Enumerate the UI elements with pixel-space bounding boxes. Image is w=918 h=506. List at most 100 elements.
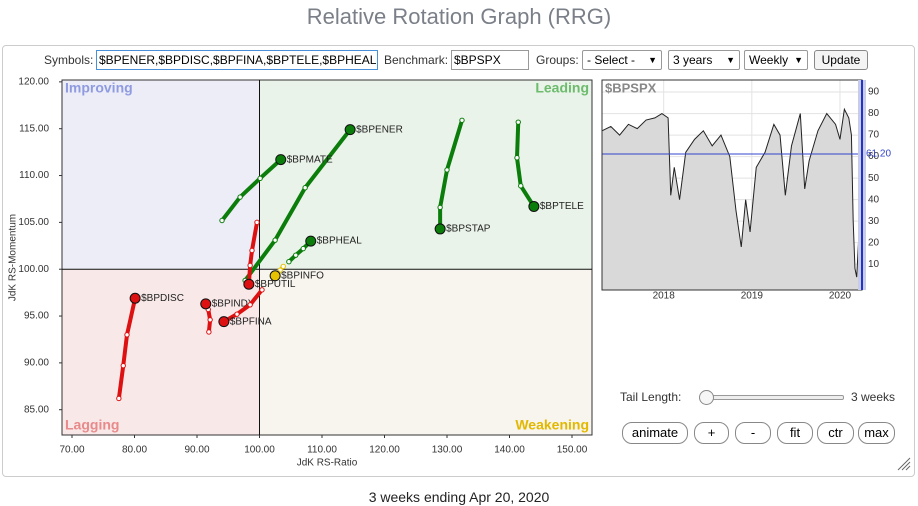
x-tick-label: 90.00: [184, 445, 209, 456]
x-tick-label: 130.00: [432, 445, 463, 456]
tail: [514, 120, 536, 209]
tail-point: [459, 117, 465, 123]
x-tick-label: 2018: [653, 291, 676, 302]
x-tick-label: 150.00: [557, 445, 588, 456]
series-label: $BPENER: [356, 124, 403, 135]
current-label: 61.20: [866, 149, 891, 160]
series-label: $BPTELE: [540, 201, 584, 212]
center-button[interactable]: ctr: [817, 422, 854, 444]
x-tick-label: 80.00: [122, 445, 147, 456]
panel: [2, 45, 915, 477]
tail-point: [207, 317, 213, 323]
x-tick-label: 70.00: [59, 445, 84, 456]
tail-point: [514, 155, 520, 161]
zoom-out-button[interactable]: -: [735, 422, 771, 444]
tail-label: Tail Length:: [620, 390, 682, 404]
quadrant-label: Weakening: [515, 417, 589, 433]
head-marker: [344, 124, 356, 136]
head-marker: [218, 316, 230, 328]
groups-select[interactable]: - Select -: [582, 50, 662, 70]
head-marker: [200, 298, 212, 310]
series-label: $BPSTAP: [446, 224, 491, 235]
head-marker: [434, 223, 446, 235]
groups-label: Groups:: [536, 53, 579, 67]
quadrant-label: Lagging: [65, 417, 119, 433]
tail-point: [259, 287, 265, 293]
head-marker: [528, 200, 540, 212]
quadrant-label: Leading: [535, 80, 589, 96]
tail-point: [515, 119, 521, 125]
tail: [220, 157, 283, 223]
tail-point: [293, 252, 299, 258]
update-button[interactable]: Update: [814, 50, 868, 70]
y-tick-label: 60: [868, 151, 880, 162]
tail-point: [518, 183, 524, 189]
y-tick-label: 70: [868, 130, 880, 141]
x-tick-label: 110.00: [307, 445, 337, 456]
y-tick-label: 100.00: [18, 264, 49, 275]
y-tick-label: 95.00: [24, 311, 49, 322]
tail-point: [120, 362, 126, 369]
chart-title: $BPSPX: [605, 80, 657, 95]
tail: [246, 220, 259, 287]
y-tick-label: 105.00: [18, 217, 49, 228]
resize-grip[interactable]: [897, 457, 911, 471]
symbols-input[interactable]: $BPENER,$BPDISC,$BPFINA,$BPTELE,$BPHEAL: [96, 50, 378, 70]
series-label: $BPDISC: [141, 293, 184, 304]
y-tick-label: 20: [868, 237, 880, 248]
tail: [243, 127, 353, 283]
tail-point: [437, 204, 443, 211]
series-label: $BPUTIL: [255, 279, 296, 290]
tail-point: [124, 332, 130, 338]
y-tick-label: 85.00: [24, 404, 49, 415]
head-marker: [129, 292, 141, 304]
series-label: $BPHEAL: [317, 236, 362, 247]
series-label: $BPINFO: [281, 270, 324, 281]
benchmark-input[interactable]: $BPSPX: [451, 50, 529, 70]
tail-point: [206, 329, 212, 335]
tail-point: [280, 263, 286, 270]
tail-point: [219, 217, 225, 224]
plot-frame: [61, 79, 593, 436]
benchmark-label: Benchmark:: [384, 53, 449, 67]
y-tick-label: 10: [868, 259, 880, 270]
x-tick-label: 2020: [829, 291, 852, 302]
tail-point: [254, 219, 260, 226]
head-marker: [275, 154, 287, 166]
zoom-in-button[interactable]: +: [694, 422, 729, 444]
tail-slider-knob[interactable]: [699, 390, 714, 405]
series-label: $BPFINA: [230, 316, 272, 327]
tail-point: [444, 167, 450, 173]
y-tick-label: 115.00: [19, 123, 49, 134]
quadrant: [62, 269, 260, 435]
animate-button[interactable]: animate: [622, 422, 688, 444]
y-axis-label: JdK RS-Momentum: [8, 214, 19, 301]
series-label: $BPINDY: [212, 299, 255, 310]
series-label: $BPMATE: [287, 154, 333, 165]
line: [601, 107, 861, 278]
tail: [116, 296, 138, 401]
head-marker: [305, 235, 317, 247]
max-button[interactable]: max: [858, 422, 895, 444]
tail-value: 3 weeks: [851, 390, 896, 404]
y-tick-label: 90: [868, 87, 880, 98]
tail-slider[interactable]: [700, 395, 844, 400]
y-tick-label: 50: [868, 173, 880, 184]
symbols-label: Symbols:: [44, 53, 94, 67]
quadrant: [62, 80, 260, 270]
fit-button[interactable]: fit: [777, 422, 813, 444]
period-select[interactable]: 3 years: [668, 50, 740, 70]
tail-point: [249, 247, 255, 254]
tail-point: [247, 302, 253, 308]
tail-point: [257, 175, 263, 182]
tail-point: [302, 185, 308, 191]
interval-select[interactable]: Weekly: [744, 50, 808, 70]
y-tick-label: 40: [868, 194, 880, 205]
y-tick-label: 120.00: [18, 77, 49, 88]
tail: [221, 287, 264, 324]
chart-layer: Improving Leading Lagging Weakening 85.00 90.…: [8, 77, 892, 469]
head-marker: [269, 270, 281, 282]
page-title: Relative Rotation Graph (RRG): [306, 4, 612, 29]
x-axis-label: JdK RS-Ratio: [297, 458, 358, 469]
